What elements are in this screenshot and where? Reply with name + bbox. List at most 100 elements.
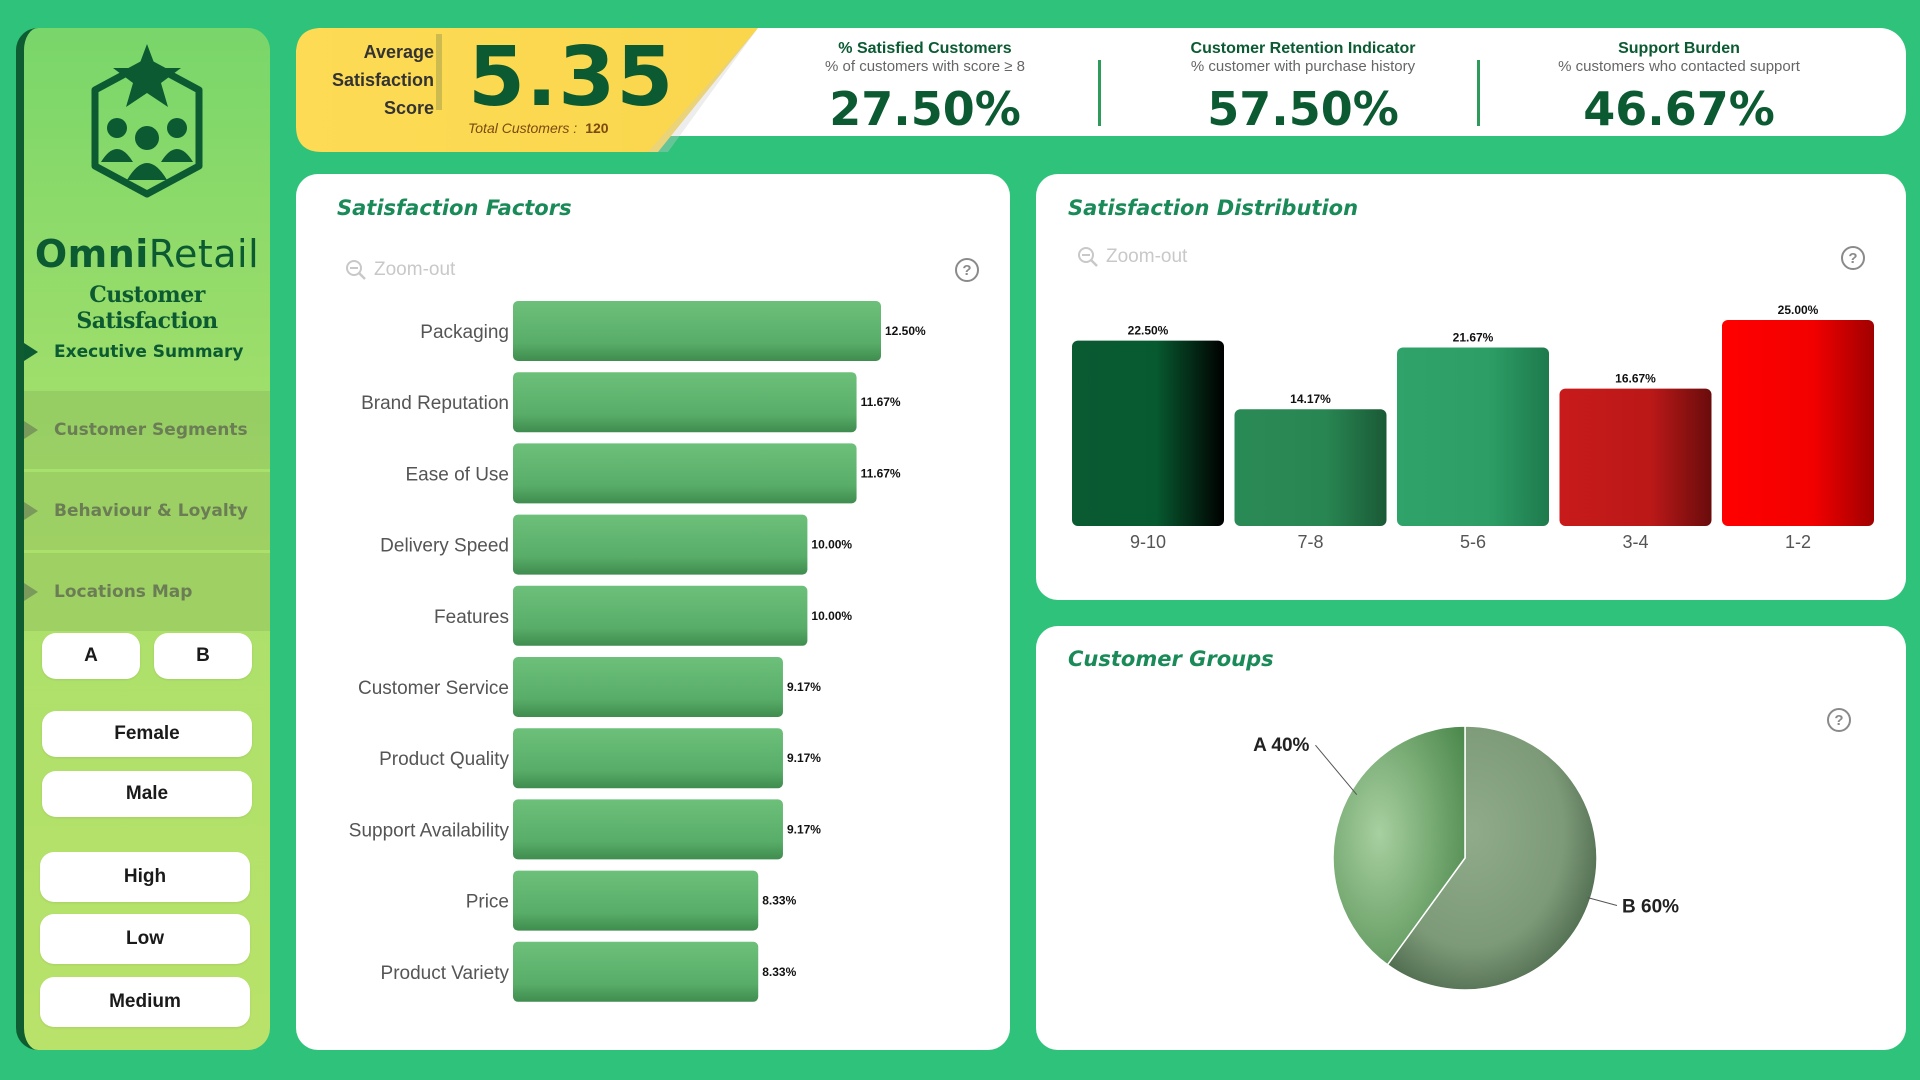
filter-group-b[interactable]: B [154, 633, 252, 679]
pie-slice-a[interactable] [1332, 725, 1466, 966]
factor-label: Price [466, 892, 509, 913]
zoom-out-button[interactable]: Zoom-out [1076, 245, 1187, 269]
distribution-bar[interactable] [1234, 409, 1387, 526]
distribution-value-label: 22.50% [1128, 324, 1169, 338]
avg-divider [436, 34, 442, 110]
factor-value-label: 9.17% [787, 751, 821, 765]
zoom-out-icon [346, 260, 366, 280]
kpi-title: Customer Retention Indicator [1190, 40, 1416, 57]
factor-value-label: 9.17% [787, 822, 821, 836]
factor-label: Delivery Speed [380, 536, 509, 557]
factor-bar[interactable] [513, 728, 783, 789]
distribution-category-label: 3-4 [1622, 532, 1648, 552]
factor-label: Features [434, 607, 509, 628]
help-icon[interactable]: ? [1827, 708, 1851, 732]
factor-bar[interactable] [513, 514, 808, 575]
factor-bar[interactable] [513, 657, 783, 717]
help-icon[interactable]: ? [955, 258, 979, 282]
nav-label: Behaviour & Loyalty [54, 501, 248, 521]
factor-value-label: 12.50% [885, 324, 926, 338]
factor-label: Customer Service [358, 678, 509, 699]
factor-bar[interactable] [513, 585, 808, 646]
total-customers: Total Customers : 120 [468, 120, 609, 136]
nav-customer-segments[interactable]: Customer Segments [24, 391, 270, 469]
distribution-bar[interactable] [1722, 320, 1874, 526]
total-customers-value: 120 [585, 120, 609, 136]
zoom-out-label: Zoom-out [374, 259, 456, 280]
factor-bar[interactable] [513, 941, 759, 1002]
distribution-category-label: 7-8 [1297, 532, 1323, 552]
factor-value-label: 8.33% [762, 894, 796, 908]
pie-leader-line [1587, 897, 1618, 907]
nav-arrow-icon [24, 343, 38, 361]
logo [24, 40, 270, 214]
factor-bar[interactable] [513, 870, 759, 931]
satisfaction-factors-chart: Packaging 12.50% Brand Reputation 11.67% Eas… [349, 301, 926, 1002]
zoom-out-button[interactable]: Zoom-out [344, 258, 455, 282]
factor-label: Brand Reputation [361, 393, 509, 414]
nav-locations-map[interactable]: Locations Map [24, 553, 270, 631]
factor-value-label: 11.67% [861, 395, 901, 409]
filter-low[interactable]: Low [40, 914, 250, 964]
avg-label-line: Score [383, 98, 434, 118]
kpi-value: 46.67% [1583, 82, 1775, 136]
kpi-satisfied: % Satisfied Customers % of customers wit… [760, 40, 1090, 136]
factor-value-label: 9.17% [787, 680, 821, 694]
factor-label: Ease of Use [406, 464, 510, 485]
distribution-value-label: 25.00% [1778, 303, 1819, 317]
kpi-separator [1098, 60, 1101, 126]
factor-bar[interactable] [513, 301, 881, 361]
factor-value-label: 11.67% [861, 466, 901, 480]
nav-executive-summary[interactable]: Executive Summary [24, 313, 270, 391]
kpi-title: % Satisfied Customers [838, 40, 1012, 57]
nav-behaviour-loyalty[interactable]: Behaviour & Loyalty [24, 472, 270, 550]
avg-label-line: Satisfaction [331, 70, 434, 90]
zoom-out-label: Zoom-out [1106, 246, 1188, 267]
kpi-subtitle: % customers who contacted support [1558, 58, 1800, 75]
brand-subtitle: Customer Satisfaction [76, 282, 218, 334]
distribution-category-label: 5-6 [1460, 532, 1486, 552]
factor-bar[interactable] [513, 443, 857, 504]
factor-bar[interactable] [513, 372, 857, 433]
distribution-category-label: 9-10 [1130, 532, 1166, 552]
kpi-support: Support Burden % customers who contacted… [1514, 40, 1844, 136]
sidebar: OmniRetail Customer Satisfaction Executi… [16, 28, 270, 1050]
kpi-subtitle: % of customers with score ≥ 8 [825, 58, 1025, 75]
filter-group-a[interactable]: A [42, 633, 140, 679]
kpi-value: 27.50% [829, 82, 1021, 136]
kpi-value: 57.50% [1207, 82, 1399, 136]
nav-label: Locations Map [54, 582, 193, 602]
factor-value-label: 10.00% [811, 538, 852, 552]
filter-female[interactable]: Female [42, 711, 252, 757]
satisfaction-distribution-title: Satisfaction Distribution [1068, 196, 1359, 220]
help-icon[interactable]: ? [1841, 246, 1865, 270]
filter-male[interactable]: Male [42, 771, 252, 817]
kpi-title: Support Burden [1618, 40, 1740, 57]
factor-label: Packaging [420, 322, 509, 343]
distribution-bar[interactable] [1559, 388, 1712, 526]
pie-leader-line [1315, 744, 1358, 795]
customer-groups-chart: A 40% B 60% [1253, 725, 1679, 991]
factor-label: Product Variety [381, 963, 510, 984]
nav-arrow-icon [24, 421, 38, 439]
distribution-bar[interactable] [1397, 347, 1549, 526]
satisfaction-distribution-chart: 22.50% 9-10 14.17% 7-8 21.67% 5-6 16.67% 3-4 25.… [1072, 303, 1874, 552]
avg-score-label: Average Satisfaction Score [330, 38, 434, 122]
filter-high[interactable]: High [40, 852, 250, 902]
nav-arrow-icon [24, 502, 38, 520]
distribution-value-label: 14.17% [1290, 392, 1331, 406]
nav-label: Customer Segments [54, 420, 248, 440]
avg-label-line: Average [363, 42, 434, 62]
pie-label-a: A 40% [1253, 735, 1309, 756]
factor-label: Product Quality [379, 749, 509, 770]
kpi-separator [1477, 60, 1480, 126]
filter-medium[interactable]: Medium [40, 977, 250, 1027]
distribution-bar[interactable] [1072, 340, 1224, 526]
distribution-category-label: 1-2 [1785, 532, 1811, 552]
factor-bar[interactable] [513, 799, 783, 860]
avg-score-value: 5.35 [468, 30, 675, 125]
factor-value-label: 8.33% [762, 965, 796, 979]
total-customers-label: Total Customers : [468, 120, 578, 136]
team-star-logo-icon [91, 44, 203, 198]
avg-score-card [296, 28, 758, 152]
